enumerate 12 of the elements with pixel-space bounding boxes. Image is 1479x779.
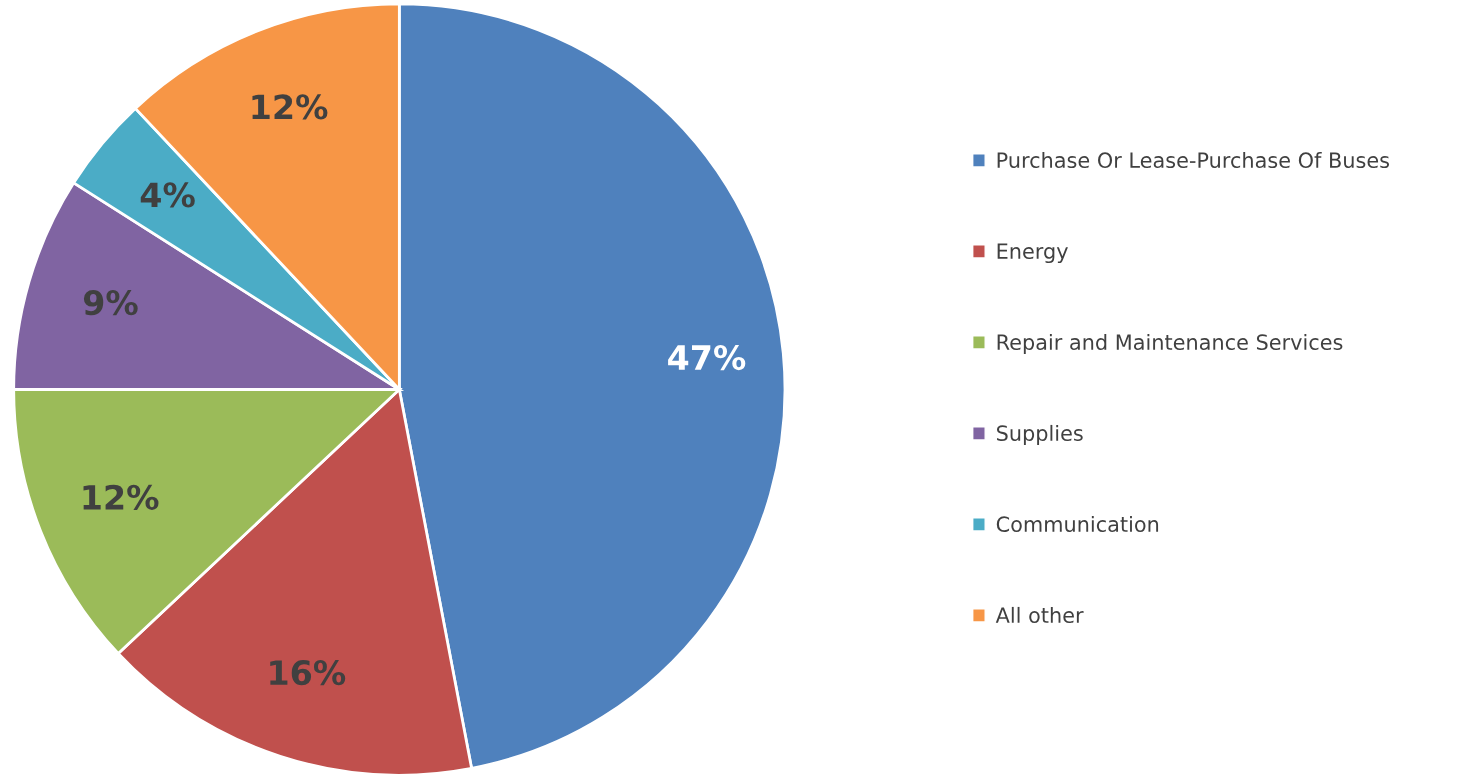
legend-label: Purchase Or Lease-Purchase Of Buses	[997, 151, 1390, 169]
data-label: 12%	[252, 94, 328, 120]
data-label: 9%	[83, 290, 138, 316]
data-label: 12%	[83, 484, 159, 510]
legend-label: Repair and Maintenance Services	[997, 333, 1343, 355]
data-label: 16%	[270, 660, 346, 686]
legend-label: All other	[995, 606, 1084, 624]
legend-label: Energy	[997, 243, 1068, 264]
legend-label: Communication	[996, 515, 1159, 533]
legend-label: Supplies	[997, 424, 1083, 446]
data-label: 47%	[668, 344, 746, 371]
data-label: 4%	[140, 182, 195, 208]
